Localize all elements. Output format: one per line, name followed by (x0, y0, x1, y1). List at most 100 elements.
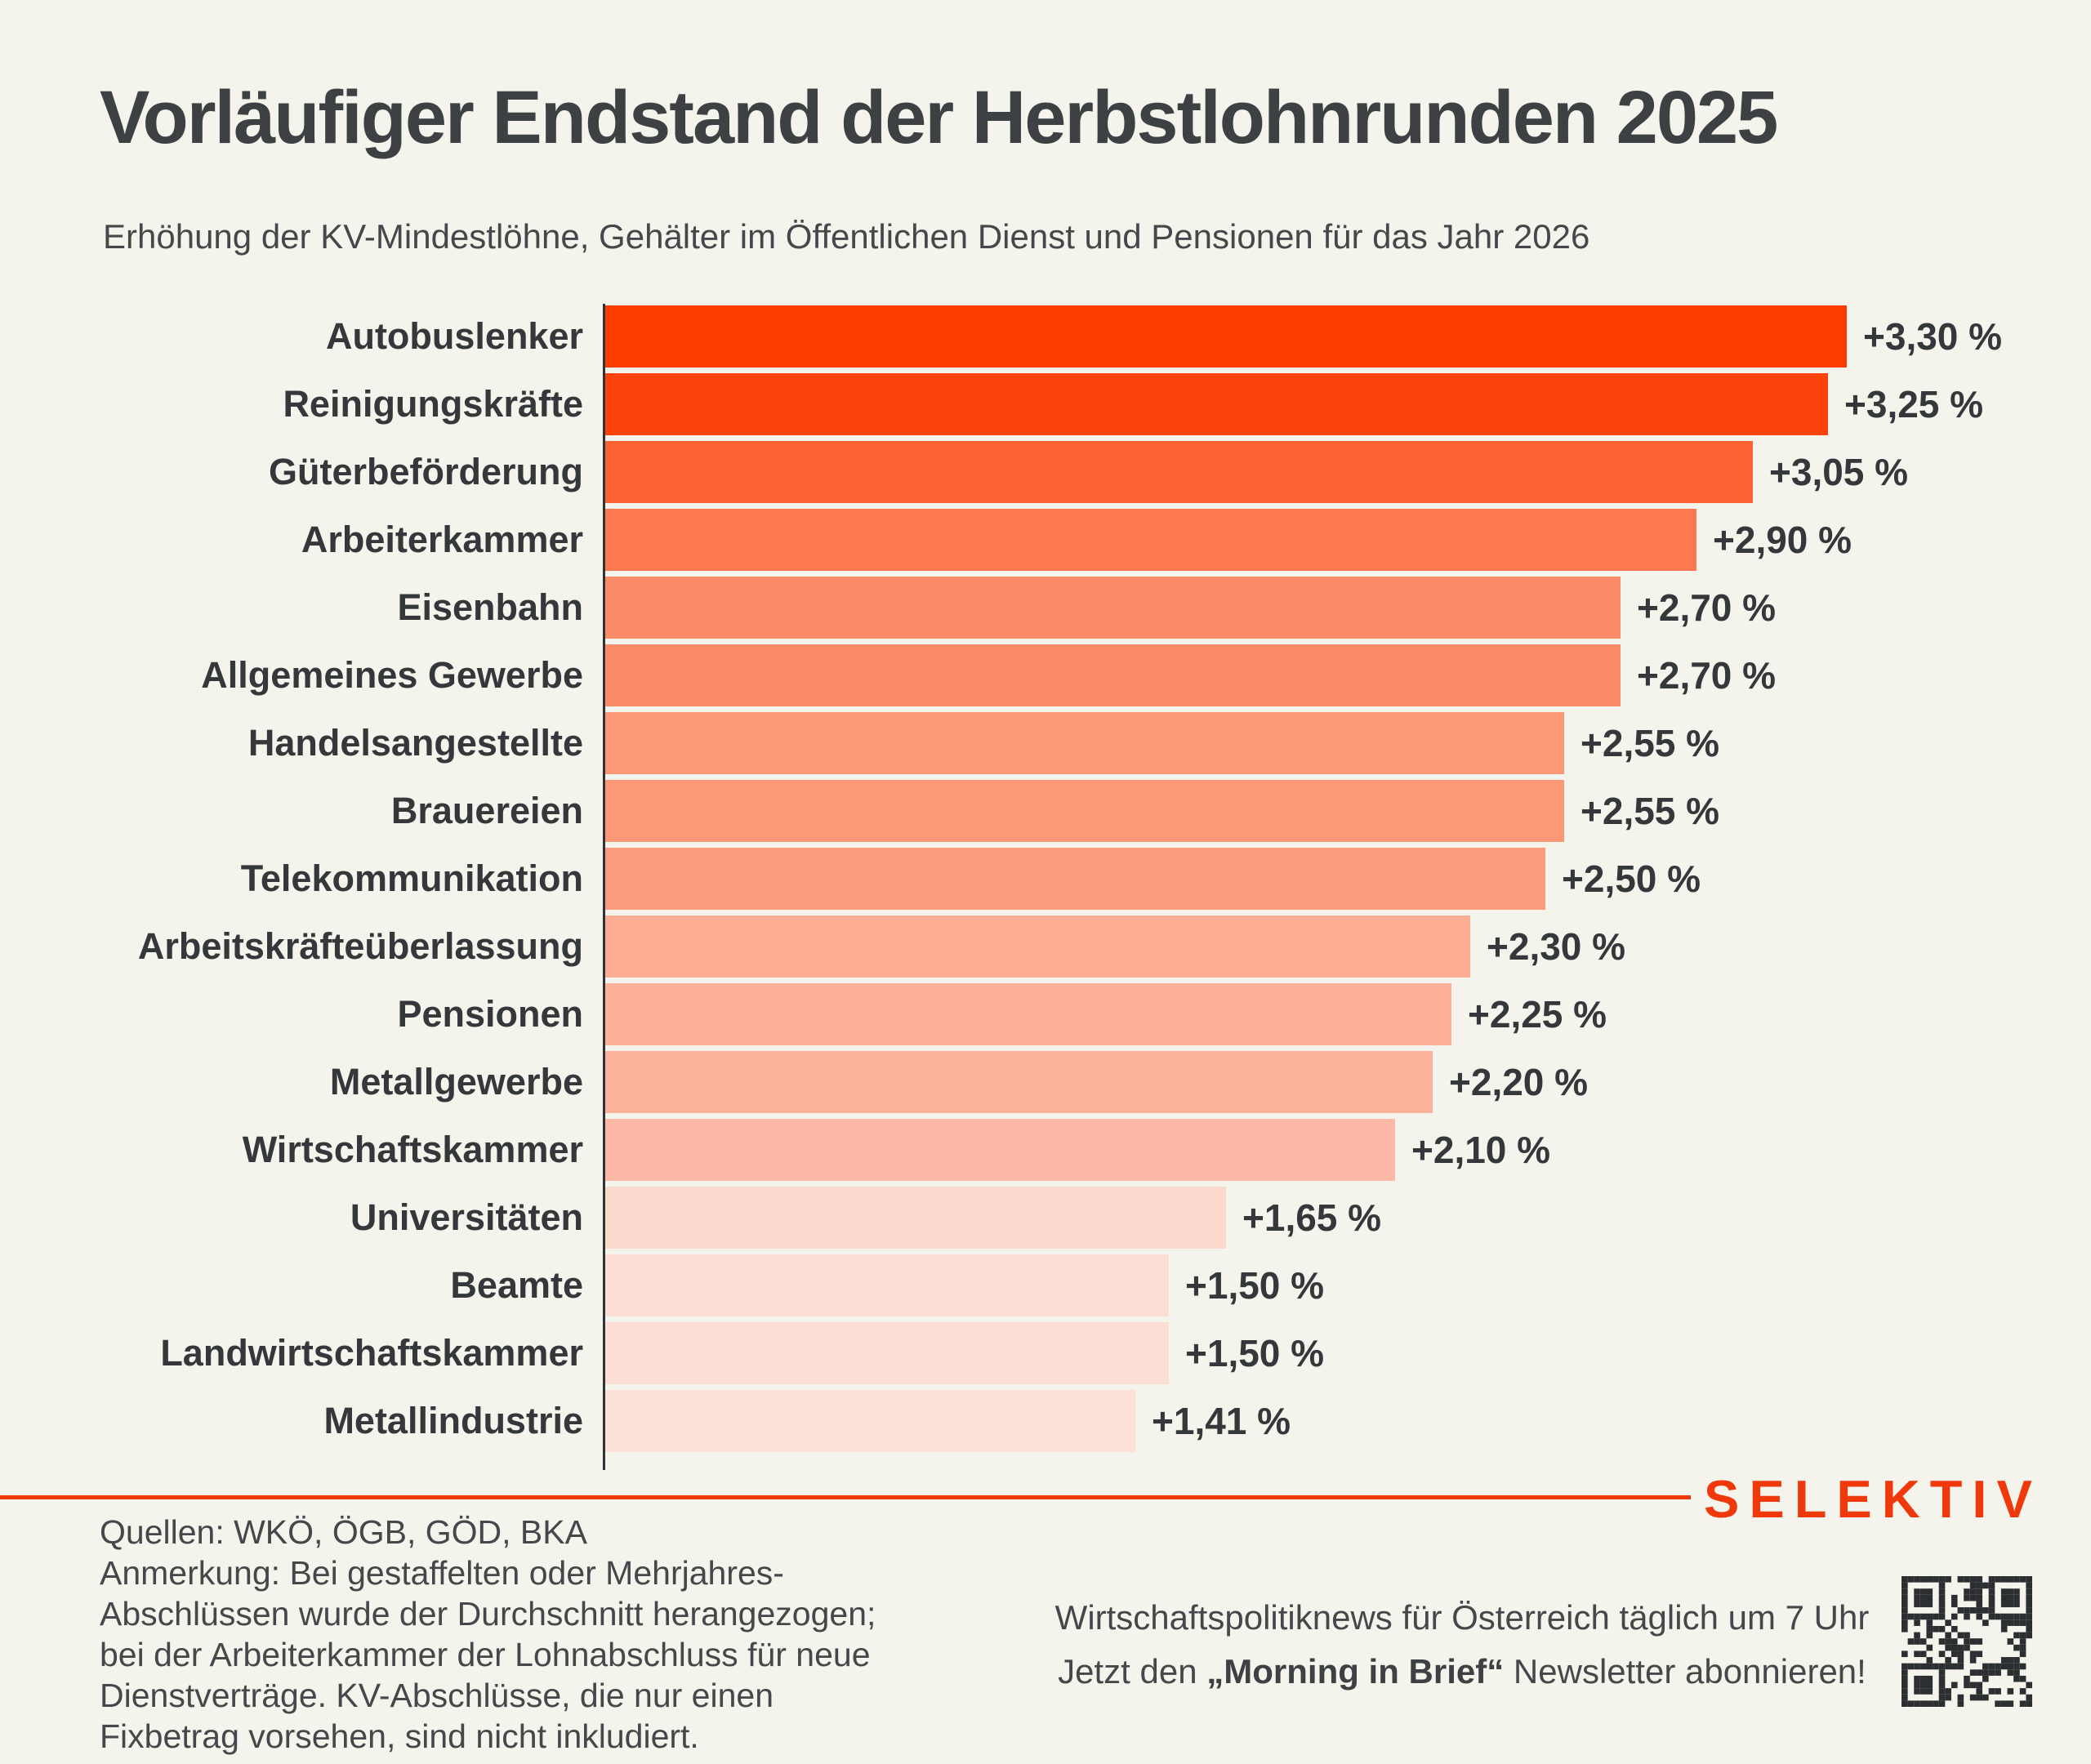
bar-row: Handelsangestellte +2,55 % (0, 712, 2091, 774)
bar-plot: +3,25 % (604, 373, 2091, 435)
category-label: Wirtschaftskammer (242, 1129, 583, 1170)
category-label: Metallgewerbe (329, 1061, 583, 1102)
value-label: +1,50 % (1185, 1264, 1325, 1307)
bar-row: Pensionen +2,25 % (0, 983, 2091, 1045)
bar-plot: +1,50 % (604, 1254, 2091, 1316)
qr-code (1902, 1576, 2032, 1707)
newsletter-line2: Jetzt den „Morning in Brief“ Newsletter … (1058, 1652, 1866, 1690)
category-label: Pensionen (397, 993, 583, 1035)
category-label: Metallindustrie (323, 1400, 583, 1441)
bar-row: Landwirtschaftskammer +1,50 % (0, 1322, 2091, 1384)
category-label: Beamte (450, 1264, 583, 1306)
value-label: +1,41 % (1152, 1400, 1291, 1442)
value-label: +2,70 % (1637, 586, 1777, 629)
category-label: Telekommunikation (240, 858, 583, 899)
source-note-line: Abschlüssen wurde der Durchschnitt heran… (100, 1595, 876, 1633)
source-note: Quellen: WKÖ, ÖGB, GÖD, BKA Anmerkung: Be… (100, 1512, 876, 1757)
bar-row: Metallgewerbe +2,20 % (0, 1051, 2091, 1113)
bar-plot: +2,90 % (604, 509, 2091, 571)
bar (604, 644, 1621, 706)
bar-plot: +1,50 % (604, 1322, 2091, 1384)
source-note-line: Anmerkung: Bei gestaffelten oder Mehrjah… (100, 1554, 784, 1592)
bar-row: Brauereien +2,55 % (0, 780, 2091, 842)
bar-plot: +3,05 % (604, 441, 2091, 503)
value-label: +2,30 % (1487, 925, 1626, 968)
divider-line (0, 1495, 1691, 1499)
bar (604, 915, 1470, 978)
value-label: +2,25 % (1468, 993, 1607, 1036)
bar-row: Allgemeines Gewerbe +2,70 % (0, 644, 2091, 706)
y-axis-line (603, 304, 605, 1470)
bar (604, 712, 1564, 774)
bar-row: Autobuslenker +3,30 % (0, 305, 2091, 368)
bar-rows: Autobuslenker +3,30 % Reinigungskräfte +3,2… (0, 305, 2091, 1452)
value-label: +3,05 % (1769, 451, 1909, 493)
bar-row: Arbeiterkammer +2,90 % (0, 509, 2091, 571)
page-title: Vorläufiger Endstand der Herbstlohnrunde… (100, 76, 1778, 159)
value-label: +2,55 % (1581, 722, 1720, 764)
bar (604, 1390, 1135, 1452)
bar (604, 983, 1451, 1045)
bar-row: Universitäten +1,65 % (0, 1187, 2091, 1249)
newsletter-bold: „Morning in Brief“ (1206, 1652, 1505, 1690)
bar-row: Güterbeförderung +3,05 % (0, 441, 2091, 503)
category-label: Universitäten (350, 1196, 583, 1238)
bar (604, 305, 1847, 368)
category-label: Arbeitskräfteüberlassung (137, 925, 583, 967)
category-label: Eisenbahn (397, 586, 583, 628)
bar (604, 848, 1545, 910)
bar-row: Eisenbahn +2,70 % (0, 577, 2091, 639)
bar (604, 1322, 1169, 1384)
category-label: Allgemeines Gewerbe (201, 654, 583, 696)
bar-chart: Autobuslenker +3,30 % Reinigungskräfte +3,2… (0, 305, 2091, 1458)
bar-plot: +2,50 % (604, 848, 2091, 910)
bar-plot: +2,70 % (604, 644, 2091, 706)
bar-row: Telekommunikation +2,50 % (0, 848, 2091, 910)
category-label: Handelsangestellte (247, 722, 583, 764)
bar-plot: +3,30 % (604, 305, 2091, 368)
bar-plot: +2,55 % (604, 780, 2091, 842)
value-label: +1,50 % (1185, 1332, 1325, 1374)
bar-plot: +2,55 % (604, 712, 2091, 774)
page-subtitle: Erhöhung der KV-Mindestlöhne, Gehälter i… (103, 217, 1590, 256)
source-note-line: Fixbetrag vorsehen, sind nicht inkludier… (100, 1717, 699, 1755)
source-note-line: Dienstverträge. KV-Abschlüsse, die nur e… (100, 1677, 774, 1714)
bar (604, 577, 1621, 639)
value-label: +2,70 % (1637, 654, 1777, 697)
newsletter-text: Wirtschaftspolitiknews für Österreich tä… (980, 1591, 1944, 1699)
value-label: +1,65 % (1242, 1196, 1382, 1239)
bar-row: Wirtschaftskammer +2,10 % (0, 1119, 2091, 1181)
value-label: +3,25 % (1844, 383, 1984, 425)
bar (604, 1187, 1226, 1249)
value-label: +2,55 % (1581, 790, 1720, 832)
value-label: +3,30 % (1863, 315, 2003, 358)
category-label: Reinigungskräfte (283, 383, 583, 425)
value-label: +2,90 % (1713, 519, 1852, 561)
bar (604, 441, 1753, 503)
bar-plot: +1,65 % (604, 1187, 2091, 1249)
bar-row: Reinigungskräfte +3,25 % (0, 373, 2091, 435)
bar (604, 373, 1828, 435)
category-label: Arbeiterkammer (301, 519, 583, 560)
value-label: +2,20 % (1449, 1061, 1589, 1103)
source-note-line: Quellen: WKÖ, ÖGB, GÖD, BKA (100, 1513, 587, 1551)
bar (604, 1051, 1433, 1113)
bar-row: Beamte +1,50 % (0, 1254, 2091, 1316)
bar-plot: +2,10 % (604, 1119, 2091, 1181)
bar-row: Metallindustrie +1,41 % (0, 1390, 2091, 1452)
bar (604, 509, 1696, 571)
newsletter-line1: Wirtschaftspolitiknews für Österreich tä… (1054, 1598, 1870, 1637)
bar-plot: +2,25 % (604, 983, 2091, 1045)
bar-plot: +2,20 % (604, 1051, 2091, 1113)
source-note-line: bei der Arbeiterkammer der Lohnabschluss… (100, 1636, 871, 1673)
bar-plot: +2,30 % (604, 915, 2091, 978)
category-label: Landwirtschaftskammer (160, 1332, 583, 1374)
category-label: Güterbeförderung (268, 451, 583, 492)
bar (604, 1119, 1395, 1181)
bar (604, 780, 1564, 842)
bar-plot: +1,41 % (604, 1390, 2091, 1452)
bar-plot: +2,70 % (604, 577, 2091, 639)
selektiv-logo: SELEKTIV (1704, 1469, 2042, 1529)
category-label: Autobuslenker (325, 315, 583, 357)
value-label: +2,10 % (1411, 1129, 1551, 1171)
